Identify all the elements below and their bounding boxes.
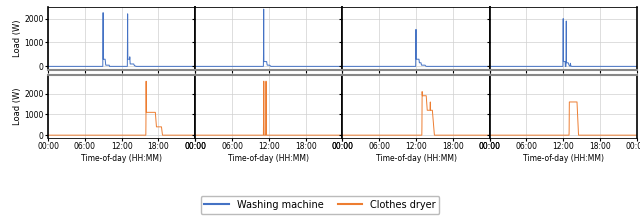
X-axis label: Time-of-day (HH:MM): Time-of-day (HH:MM) — [376, 154, 456, 163]
Legend: Washing machine, Clothes dryer: Washing machine, Clothes dryer — [200, 196, 440, 214]
Y-axis label: Load (W): Load (W) — [13, 88, 22, 125]
X-axis label: Time-of-day (HH:MM): Time-of-day (HH:MM) — [228, 154, 309, 163]
X-axis label: Time-of-day (HH:MM): Time-of-day (HH:MM) — [523, 154, 604, 163]
Y-axis label: Load (W): Load (W) — [13, 20, 22, 57]
X-axis label: Time-of-day (HH:MM): Time-of-day (HH:MM) — [81, 154, 162, 163]
